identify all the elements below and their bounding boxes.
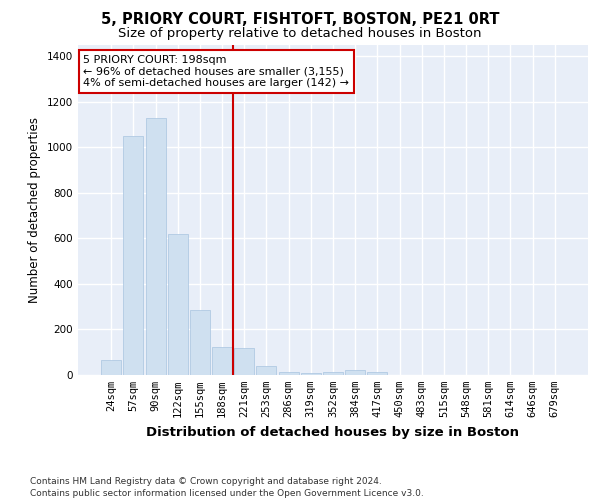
Bar xyxy=(367,372,388,375)
Bar xyxy=(146,118,166,375)
Bar xyxy=(168,234,188,375)
X-axis label: Distribution of detached houses by size in Boston: Distribution of detached houses by size … xyxy=(146,426,520,438)
Text: Contains HM Land Registry data © Crown copyright and database right 2024.
Contai: Contains HM Land Registry data © Crown c… xyxy=(30,476,424,498)
Bar xyxy=(234,348,254,375)
Bar xyxy=(212,346,232,375)
Bar xyxy=(323,372,343,375)
Text: 5, PRIORY COURT, FISHTOFT, BOSTON, PE21 0RT: 5, PRIORY COURT, FISHTOFT, BOSTON, PE21 … xyxy=(101,12,499,28)
Bar xyxy=(256,366,277,375)
Bar xyxy=(278,372,299,375)
Bar xyxy=(301,372,321,375)
Y-axis label: Number of detached properties: Number of detached properties xyxy=(28,117,41,303)
Bar xyxy=(345,370,365,375)
Text: Size of property relative to detached houses in Boston: Size of property relative to detached ho… xyxy=(118,28,482,40)
Text: 5 PRIORY COURT: 198sqm
← 96% of detached houses are smaller (3,155)
4% of semi-d: 5 PRIORY COURT: 198sqm ← 96% of detached… xyxy=(83,55,349,88)
Bar xyxy=(124,136,143,375)
Bar xyxy=(190,310,210,375)
Bar xyxy=(101,360,121,375)
